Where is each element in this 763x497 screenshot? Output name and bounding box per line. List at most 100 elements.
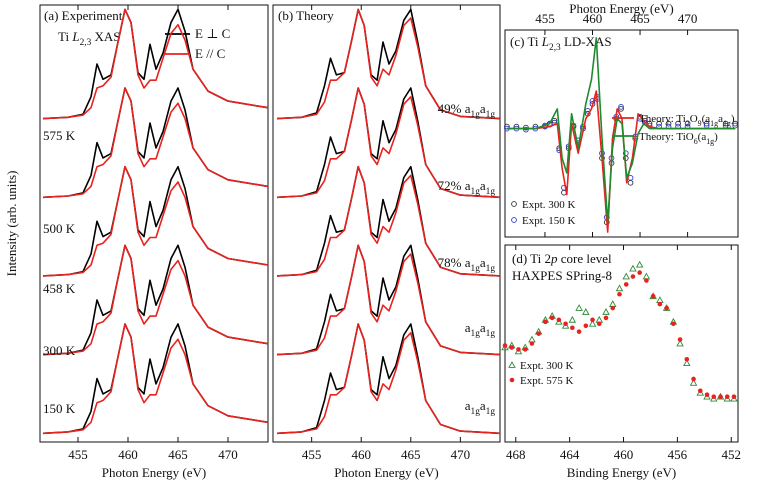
data-point: [582, 308, 590, 315]
spectrum-line: [276, 323, 501, 435]
x-tick-label: 460: [118, 447, 138, 462]
text-segment: 1g: [706, 137, 714, 146]
text-segment: a: [480, 178, 486, 193]
x-tick-label: 470: [218, 447, 238, 462]
spectrum-line: [42, 165, 269, 277]
plot-frame: [39, 4, 269, 443]
data-point: [697, 388, 703, 394]
panel-title: (b) Theory: [278, 8, 334, 23]
panel-title: (d) Ti 2p core level: [512, 251, 612, 266]
x-tick-label: 465: [168, 447, 188, 462]
spectrum-line: [42, 87, 269, 199]
text-segment: 1g: [471, 329, 481, 339]
data-point: [731, 394, 737, 399]
data-point: [656, 296, 664, 304]
data-point: [635, 260, 644, 268]
data-point: [630, 274, 636, 279]
data-point: [683, 359, 691, 367]
legend-label: E ⊥ C: [195, 26, 230, 41]
legend-label: Expt. 300 K: [520, 360, 574, 372]
text-segment: 9: [698, 119, 702, 128]
curve-label: 458 K: [43, 281, 76, 296]
data-point: [689, 378, 698, 386]
data-point: [575, 304, 583, 311]
x-tick-label: 464: [560, 447, 580, 462]
text-segment: 2: [686, 119, 690, 128]
text-segment: a: [480, 101, 486, 116]
data-point: [608, 300, 617, 307]
data-point: [642, 272, 651, 280]
data-point: [684, 120, 691, 127]
data-point: [536, 331, 541, 336]
spectrum-line: [42, 323, 269, 435]
data-point: [657, 301, 663, 307]
data-point: [629, 264, 637, 272]
curve-label: 49% a1ga1g: [438, 101, 496, 120]
data-point: [615, 284, 624, 292]
data-point: [595, 315, 604, 323]
data-point: [704, 392, 710, 398]
text-segment: core level: [558, 251, 613, 266]
text-segment: 1g: [486, 264, 496, 274]
data-point: [675, 120, 681, 127]
legend-label: Theory: TiO6(a1g): [639, 131, 718, 146]
spectrum-line: [506, 90, 736, 233]
spectrum-line: [276, 165, 501, 277]
text-segment: 2,3: [80, 38, 92, 48]
text-segment: 1g: [486, 187, 496, 197]
data-point: [576, 329, 582, 334]
spectrum-line: [276, 8, 501, 120]
curve-label: 78% a1ga1g: [438, 255, 496, 274]
x-tick-label: 460: [351, 447, 371, 462]
text-segment: ): [731, 113, 735, 125]
data-point: [671, 321, 676, 327]
data-point: [570, 325, 575, 331]
annotation: Ti L2,3 XAS: [58, 29, 121, 48]
legend-label: Expt. 300 K: [522, 199, 576, 211]
x-tick-label: 465: [630, 11, 650, 26]
text-segment: 49% a: [438, 101, 471, 116]
data-point: [691, 376, 696, 382]
legend-label: Expt. 575 K: [520, 375, 574, 387]
data-point: [588, 319, 597, 327]
x-axis-label: Photon Energy (eV): [334, 465, 438, 480]
data-point: [618, 104, 624, 110]
data-point: [522, 347, 528, 352]
spectrum-line: [42, 87, 269, 199]
x-tick-label: 460: [614, 447, 634, 462]
y-axis-label: Intensity (arb. units): [4, 171, 19, 277]
text-segment: (c) Ti: [510, 34, 542, 49]
data-point: [622, 272, 630, 280]
data-point: [677, 337, 683, 342]
data-point: [627, 179, 634, 186]
x-tick-label: 455: [535, 11, 555, 26]
data-point: [622, 150, 629, 157]
x-tick-label: 455: [68, 447, 88, 462]
curve-label: a1ga1g: [465, 398, 496, 417]
x-tick-label: 470: [451, 447, 471, 462]
spectrum-line: [42, 244, 269, 356]
text-segment: a: [480, 398, 486, 413]
plot-frame: [504, 29, 739, 238]
x-tick-label: 465: [401, 447, 421, 462]
data-point: [684, 356, 690, 362]
spectrum-line: [276, 87, 501, 199]
text-segment: 1g: [471, 407, 481, 417]
text-segment: L: [541, 34, 549, 49]
text-segment: 1g: [486, 110, 496, 120]
data-point: [568, 315, 577, 323]
curve-label: 72% a1ga1g: [438, 178, 496, 197]
data-point: [529, 341, 535, 346]
data-point: [528, 335, 536, 343]
legend-label: Theory: Ti2O9(a1ga1g): [639, 113, 735, 128]
text-segment: Theory: Ti: [639, 113, 686, 125]
data-point: [664, 305, 669, 311]
x-tick-label: 455: [302, 447, 322, 462]
data-point: [509, 345, 515, 350]
data-point: [644, 278, 649, 283]
spectrum-line: [42, 244, 269, 356]
data-point: [543, 319, 548, 325]
x-tick-label: 468: [506, 447, 526, 462]
data-point: [623, 282, 629, 287]
